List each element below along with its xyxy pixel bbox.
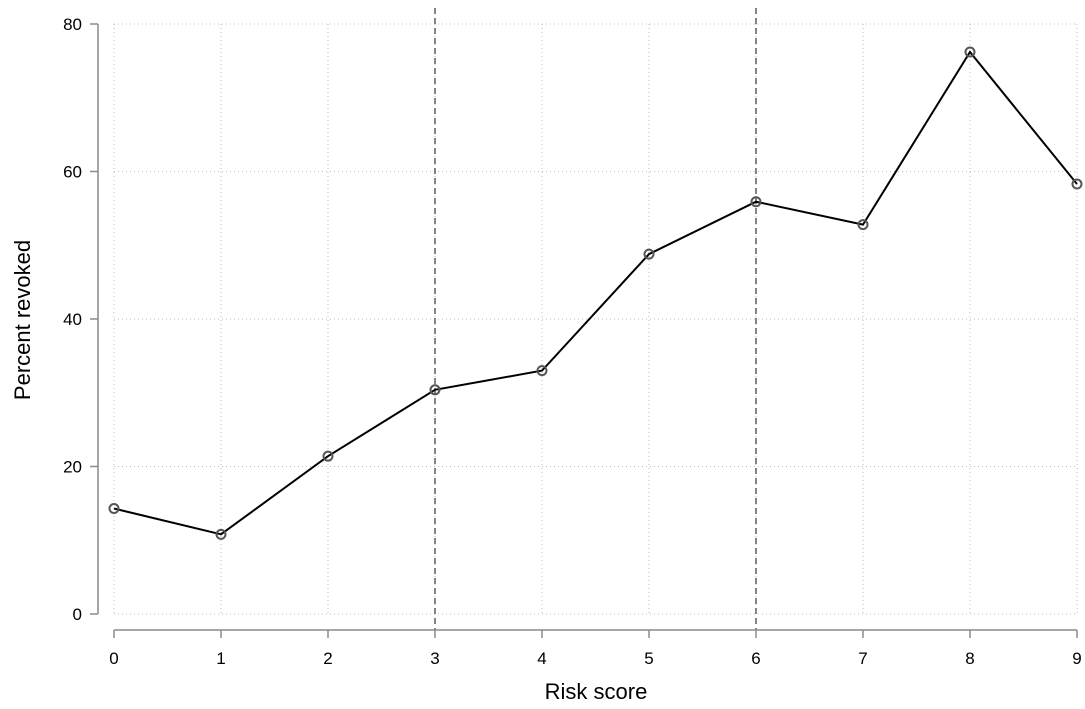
x-tick-label-2: 2 [323, 649, 332, 668]
x-tick-label-5: 5 [644, 649, 653, 668]
x-tick-label-8: 8 [965, 649, 974, 668]
data-point-4 [536, 365, 548, 377]
data-series [108, 46, 1083, 540]
y-tick-label-40: 40 [63, 310, 82, 329]
data-point-3 [429, 384, 441, 396]
x-tick-label-6: 6 [751, 649, 760, 668]
data-point-2 [322, 450, 334, 462]
data-point-9 [1071, 178, 1083, 190]
reference-lines [434, 8, 757, 630]
y-tick-label-60: 60 [63, 163, 82, 182]
x-axis-ticks: 0 1 2 3 4 5 6 7 8 9 [109, 630, 1082, 668]
data-point-8 [964, 46, 976, 58]
data-point-7 [857, 219, 869, 231]
y-tick-label-0: 0 [73, 605, 82, 624]
grid-lines [113, 23, 1078, 615]
x-tick-label-0: 0 [109, 649, 118, 668]
x-tick-label-7: 7 [858, 649, 867, 668]
y-axis-title: Percent revoked [10, 240, 35, 400]
data-point-5 [643, 248, 655, 260]
y-tick-label-80: 80 [63, 15, 82, 34]
data-point-1 [215, 528, 227, 540]
x-tick-label-4: 4 [537, 649, 546, 668]
y-tick-label-20: 20 [63, 458, 82, 477]
data-point-0 [108, 503, 120, 515]
x-axis-title: Risk score [545, 679, 648, 704]
data-point-6 [750, 196, 762, 208]
y-axis-ticks: 0 20 40 60 80 [63, 15, 98, 624]
x-tick-label-3: 3 [430, 649, 439, 668]
x-tick-label-9: 9 [1072, 649, 1081, 668]
series-line-0 [113, 50, 1078, 536]
x-tick-label-1: 1 [216, 649, 225, 668]
